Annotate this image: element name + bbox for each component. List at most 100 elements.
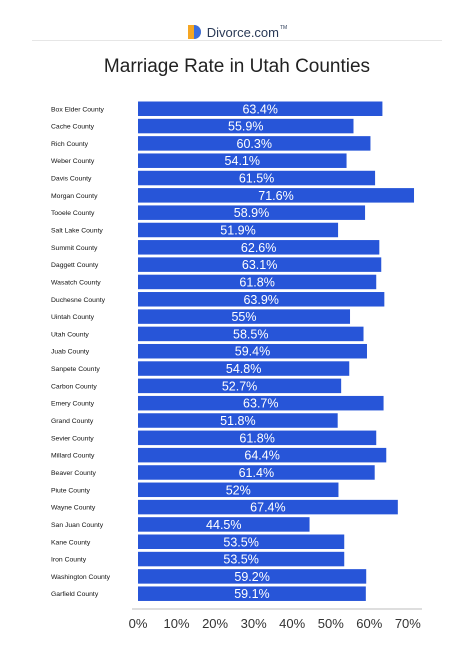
bar: [138, 378, 342, 394]
x-tick-label: 10%: [164, 616, 190, 631]
bar-value-label: 59.1%: [234, 587, 269, 601]
category-label: Weber County: [51, 158, 95, 165]
category-label: Kane County: [51, 539, 91, 546]
bar-value-label: 61.8%: [239, 275, 274, 289]
bar-value-label: 54.8%: [226, 362, 261, 376]
x-tick-label: 20%: [202, 616, 228, 631]
bar: [138, 101, 383, 116]
category-label: Morgan County: [51, 193, 98, 200]
category-label: Garfield County: [51, 591, 99, 598]
bar-value-label: 52%: [226, 483, 251, 497]
x-tick-label: 40%: [279, 616, 305, 631]
category-label: Duchesne County: [51, 297, 106, 304]
bar: [138, 153, 347, 168]
bar: [138, 118, 354, 134]
bar-value-label: 63.1%: [242, 258, 277, 272]
divorce-logo-icon: [187, 25, 201, 39]
category-label: Salt Lake County: [51, 227, 103, 234]
bar: [138, 465, 375, 480]
category-label: Wasatch County: [51, 279, 101, 286]
category-label: Washington County: [51, 574, 111, 581]
category-label: Grand County: [51, 418, 94, 425]
category-label: Utah County: [51, 331, 89, 338]
bar: [138, 222, 339, 238]
category-label: Beaver County: [51, 470, 97, 477]
category-label: Iron County: [51, 557, 87, 564]
bar-value-label: 63.9%: [243, 293, 278, 307]
bar-value-label: 59.2%: [234, 570, 269, 584]
category-label: Cache County: [51, 124, 95, 131]
category-label: San Juan County: [51, 522, 104, 529]
bar: [138, 188, 415, 203]
bar-value-label: 62.6%: [241, 241, 276, 255]
bar: [138, 413, 338, 428]
bar: [138, 240, 380, 255]
category-label: Davis County: [51, 176, 92, 183]
bar: [138, 534, 345, 549]
category-label: Rich County: [51, 141, 89, 148]
bar: [138, 170, 376, 186]
x-tick-label: 50%: [318, 616, 344, 631]
bar: [138, 482, 339, 498]
bar: [138, 326, 364, 342]
category-label: Summit County: [51, 245, 98, 252]
bar: [138, 361, 350, 376]
category-label: Carbon County: [51, 383, 97, 390]
bar: [138, 309, 351, 324]
brand-name: Divorce.com: [206, 24, 279, 40]
bar-value-label: 61.4%: [239, 466, 274, 480]
bar-value-label: 61.8%: [239, 431, 274, 445]
bar: [138, 343, 367, 359]
bar-value-label: 63.4%: [242, 102, 277, 116]
brand-trademark: TM: [280, 25, 288, 31]
bar: [138, 551, 345, 567]
bar-value-label: 63.7%: [243, 397, 278, 411]
bar-value-label: 51.8%: [220, 414, 255, 428]
bar: [138, 586, 366, 601]
chart-title: Marriage Rate in Utah Counties: [103, 56, 371, 77]
bar-value-label: 54.1%: [225, 154, 260, 168]
bar-value-label: 53.5%: [223, 553, 258, 567]
bar: [138, 292, 385, 307]
category-label: Emery County: [51, 401, 95, 408]
bar-value-label: 51.9%: [220, 223, 255, 237]
bar-value-label: 60.3%: [237, 137, 272, 151]
bar-value-label: 59.4%: [235, 345, 270, 359]
category-label: Sanpete County: [51, 366, 100, 373]
bar-value-label: 53.5%: [223, 535, 258, 549]
bar: [138, 447, 387, 463]
x-tick-label: 30%: [241, 616, 267, 631]
x-tick-label: 70%: [395, 616, 421, 631]
bar: [138, 395, 384, 411]
category-label: Tooele County: [51, 210, 95, 217]
bar-value-label: 44.5%: [206, 518, 241, 532]
brand-header: Divorce.com TM: [0, 24, 474, 40]
x-tick-label: 0%: [129, 616, 148, 631]
header-divider: [32, 40, 442, 41]
bar-value-label: 71.6%: [258, 189, 293, 203]
bar-value-label: 55.9%: [228, 120, 263, 134]
bar: [138, 569, 367, 584]
bar: [138, 430, 377, 446]
bar: [138, 257, 382, 272]
category-label: Wayne County: [51, 505, 96, 512]
bar-value-label: 52.7%: [222, 379, 257, 393]
bar-value-label: 61.5%: [239, 172, 274, 186]
bar-value-label: 58.9%: [234, 206, 269, 220]
bar: [138, 136, 371, 151]
bar-value-label: 64.4%: [244, 449, 279, 463]
category-label: Daggett County: [51, 262, 99, 269]
bar: [138, 517, 310, 532]
category-label: Piute County: [51, 487, 91, 494]
category-label: Millard County: [51, 453, 95, 460]
bar-value-label: 55%: [231, 310, 256, 324]
bar: [138, 205, 366, 220]
bar-value-label: 58.5%: [233, 327, 268, 341]
category-label: Juab County: [51, 349, 90, 356]
x-tick-label: 60%: [356, 616, 382, 631]
bar: [138, 274, 377, 290]
bar-value-label: 67.4%: [250, 501, 285, 515]
category-label: Box Elder County: [51, 106, 104, 113]
category-label: Sevier County: [51, 435, 94, 442]
